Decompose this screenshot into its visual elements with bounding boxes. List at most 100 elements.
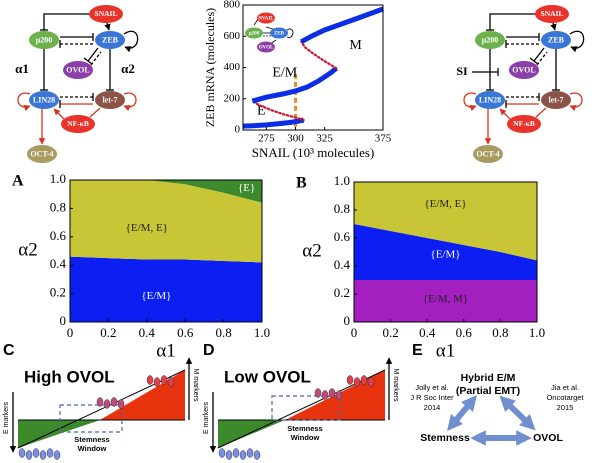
inset-node — [245, 27, 263, 39]
y-tick-label: 400 — [224, 61, 241, 73]
cell — [346, 375, 354, 385]
edge — [533, 47, 545, 62]
stemness-window — [59, 404, 123, 433]
node-label: LIN28 — [479, 95, 501, 104]
citation: Jia et al. — [551, 383, 579, 392]
node-label: ZEB — [102, 35, 119, 44]
inset-node — [257, 41, 275, 53]
window-label: Window — [78, 444, 107, 453]
edge — [569, 92, 583, 112]
cell — [225, 450, 233, 460]
edge — [90, 51, 102, 66]
inset-node — [270, 27, 288, 39]
panel-label: D — [203, 342, 215, 359]
edge — [463, 92, 477, 112]
x-tick-label: 0.8 — [492, 325, 508, 340]
window-label: Stemness — [74, 435, 109, 444]
cell — [53, 450, 61, 460]
curve — [251, 66, 338, 104]
edge — [265, 26, 274, 30]
edge — [89, 107, 101, 118]
branch-label: E — [257, 103, 266, 118]
network-node — [63, 61, 93, 79]
branch-label: E/M — [272, 65, 297, 80]
edge — [123, 30, 139, 53]
region — [70, 180, 262, 263]
y-tick-label: 0.4 — [50, 256, 67, 271]
window-label: Stemness — [287, 424, 322, 433]
y-tick-label: 600 — [224, 30, 241, 42]
cell — [360, 375, 368, 385]
cell — [246, 448, 254, 458]
y-tick-label: 0.6 — [334, 229, 351, 244]
cell — [239, 450, 247, 460]
branch-label: M — [349, 38, 362, 53]
node-label: ZEB — [548, 35, 565, 44]
edge — [53, 108, 65, 120]
cell — [367, 377, 375, 387]
edge — [17, 92, 31, 112]
y-tick-label: 0.4 — [334, 257, 351, 272]
node-label: μ200 — [36, 35, 53, 44]
x-tick-label: 0.6 — [177, 325, 194, 340]
edge — [447, 395, 477, 431]
network-node — [29, 31, 59, 49]
node-title: OVOL — [533, 432, 563, 444]
node-title: Stemness — [420, 432, 470, 444]
cell — [96, 397, 104, 407]
y-tick-label: 0 — [60, 313, 67, 328]
network-node — [509, 61, 539, 79]
x-axis-label: α1 — [156, 340, 175, 361]
cell — [153, 377, 161, 387]
y-tick-label: 0 — [344, 313, 351, 328]
network-node — [95, 31, 125, 49]
citation: Jolly et al. — [415, 383, 448, 392]
plot-frame — [69, 179, 263, 323]
x-tick-label: 325 — [316, 133, 333, 145]
edge — [550, 22, 557, 31]
x-tick-label: 300 — [287, 133, 304, 145]
curve — [300, 40, 338, 70]
region — [354, 182, 537, 261]
region — [354, 224, 537, 280]
citation: Oncotarget — [546, 393, 584, 402]
y-axis-label: α2 — [18, 239, 37, 260]
cell — [328, 388, 336, 398]
edge — [83, 57, 93, 65]
edge-label: α1 — [15, 61, 29, 76]
y-tick-label: 1.0 — [334, 173, 350, 188]
y-tick-label: 0.2 — [334, 285, 350, 300]
node-label: SNAIL — [95, 9, 118, 18]
cell — [160, 375, 168, 385]
citation: J R Soc Inter — [410, 393, 454, 402]
cell — [39, 450, 47, 460]
region-label: {E/M, M} — [423, 293, 468, 305]
x-tick-label: 0 — [351, 325, 358, 340]
cell — [117, 399, 125, 409]
plot-frame — [353, 181, 538, 323]
inset-node-label: μ200 — [249, 32, 260, 37]
region — [70, 180, 262, 203]
region-label: {E/M} — [430, 248, 460, 260]
x-tick-label: 0.4 — [419, 325, 436, 340]
network-node — [475, 91, 505, 109]
network-node — [535, 5, 569, 23]
region — [70, 256, 262, 322]
edge — [123, 92, 137, 112]
input-label: SI — [456, 64, 468, 78]
cell — [314, 388, 322, 398]
y-axis-label: α2 — [302, 240, 321, 261]
y-tick-label: 1.0 — [50, 171, 66, 186]
node-label: OCT-4 — [30, 149, 53, 158]
cell — [353, 377, 361, 387]
cell — [25, 450, 33, 460]
x-tick-label: 1.0 — [529, 325, 545, 340]
x-tick-label: 0.6 — [456, 325, 473, 340]
edge — [87, 47, 99, 62]
y-tick-label: 0.6 — [50, 228, 67, 243]
network-node — [475, 31, 505, 49]
edge — [569, 30, 585, 53]
y-tick-label: 0 — [235, 124, 241, 136]
cell — [321, 390, 329, 400]
